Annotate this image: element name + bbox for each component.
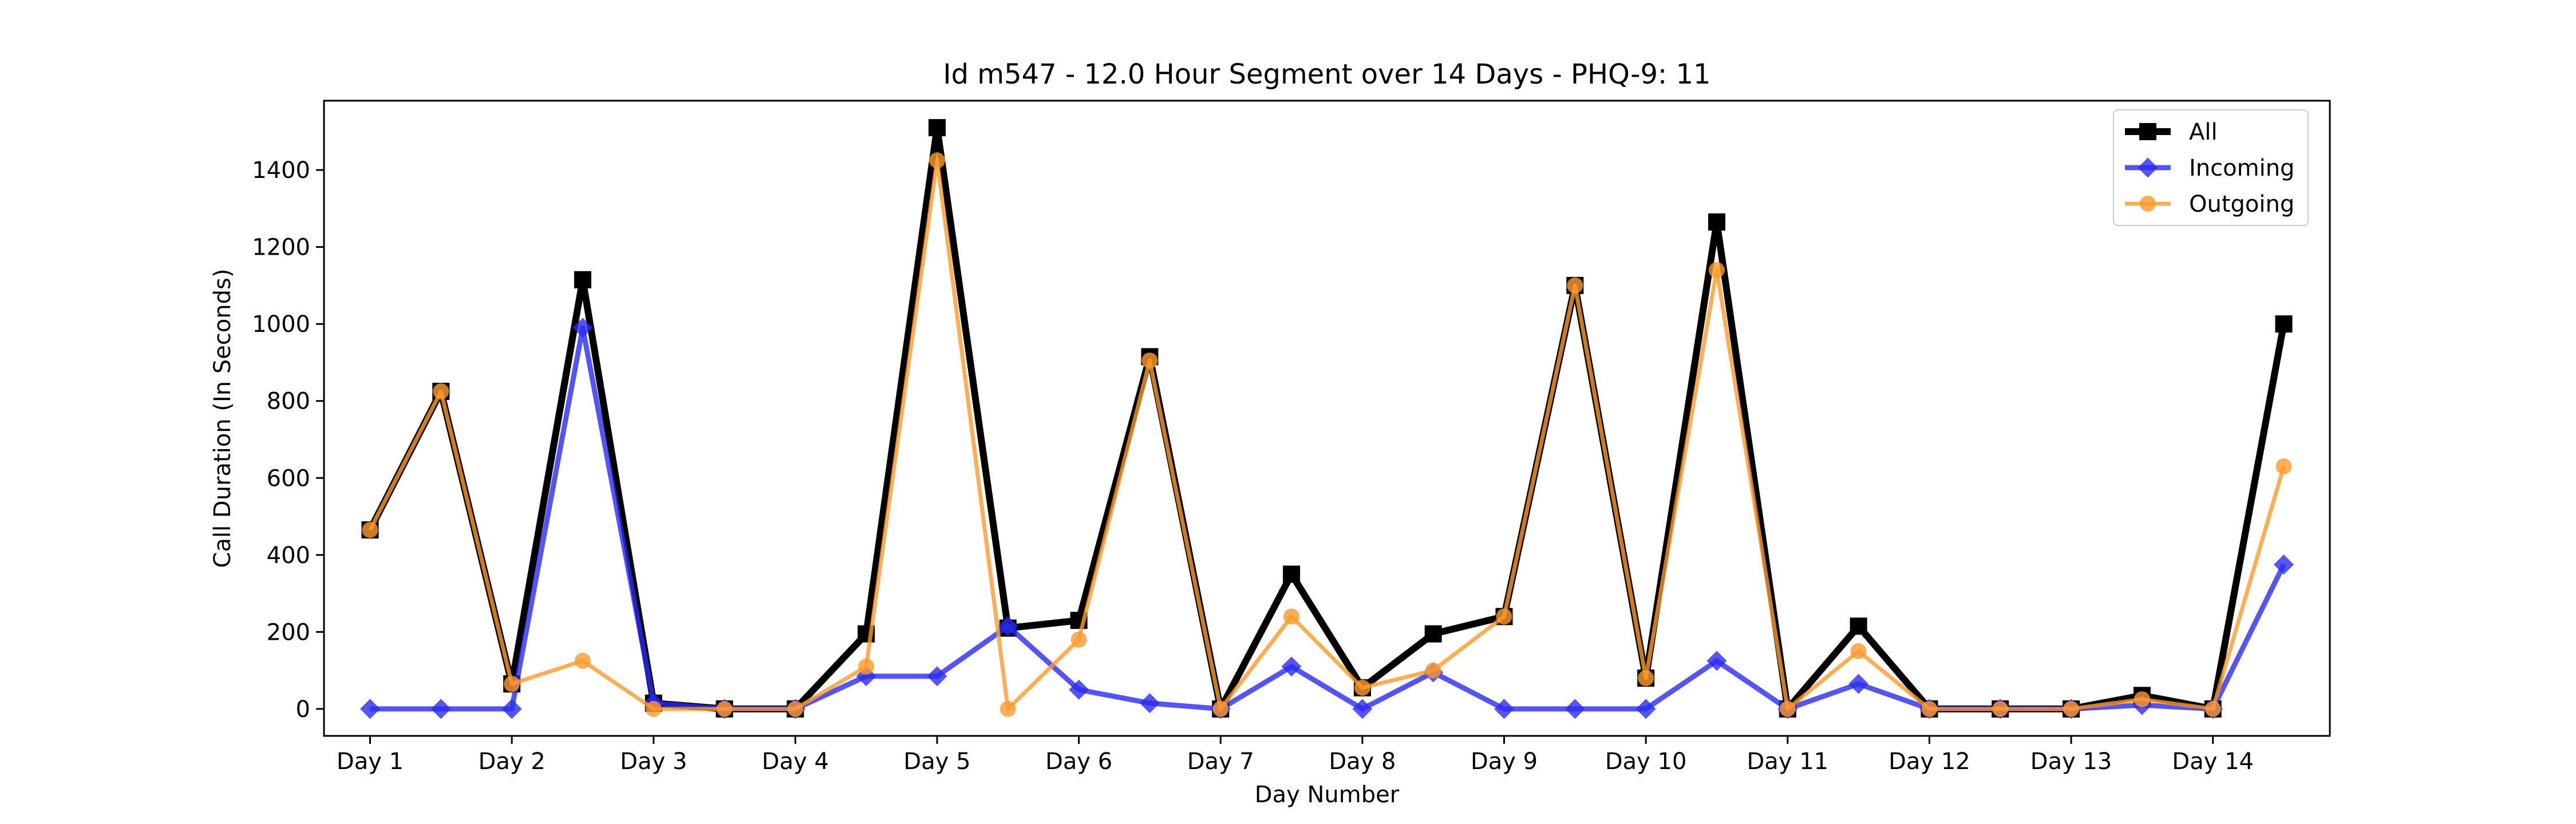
data-point-outgoing bbox=[1992, 700, 2009, 717]
data-point-outgoing bbox=[1212, 700, 1229, 717]
data-point-all bbox=[2275, 315, 2293, 333]
y-tick-label: 600 bbox=[267, 465, 310, 492]
legend-label: Incoming bbox=[2189, 155, 2294, 181]
series-outgoing bbox=[362, 152, 2292, 717]
data-point-outgoing bbox=[787, 700, 804, 717]
x-axis: Day 1 Day 2 Day 3 Day 4 Day 5 Day 6 Day 7 Day 8… bbox=[337, 736, 2254, 775]
legend-entries: All Incoming Outgoing bbox=[2125, 119, 2294, 217]
data-point-outgoing bbox=[1850, 643, 1867, 659]
data-point-outgoing bbox=[1354, 679, 1370, 696]
x-tick-label: Day 3 bbox=[620, 748, 687, 775]
y-axis: 0 200 400 600 800 1000 1200 1400 bbox=[252, 157, 324, 723]
series-layer bbox=[359, 119, 2294, 719]
series-line-all bbox=[367, 124, 2287, 712]
data-point-outgoing bbox=[433, 383, 449, 399]
x-tick-label: Day 14 bbox=[2172, 748, 2254, 775]
x-tick-label: Day 12 bbox=[1888, 748, 1970, 775]
data-point-all bbox=[1283, 565, 1301, 583]
legend-label: All bbox=[2189, 119, 2218, 145]
data-point-all bbox=[929, 119, 946, 137]
series-incoming bbox=[359, 318, 2294, 719]
data-point-outgoing bbox=[2134, 691, 2150, 708]
x-tick-label: Day 8 bbox=[1329, 748, 1396, 775]
legend-box bbox=[2113, 109, 2309, 226]
legend-marker bbox=[2140, 196, 2156, 212]
data-point-outgoing bbox=[858, 658, 875, 675]
data-point-incoming bbox=[501, 699, 522, 719]
plot-area-frame bbox=[323, 100, 2331, 737]
legend-entry-all: All bbox=[2125, 119, 2218, 145]
data-point-incoming bbox=[1069, 679, 1089, 700]
data-point-outgoing bbox=[645, 700, 662, 717]
y-tick-label: 0 bbox=[296, 696, 310, 723]
y-tick-label: 200 bbox=[267, 619, 310, 645]
data-point-outgoing bbox=[1141, 352, 1158, 369]
x-tick-label: Day 10 bbox=[1605, 748, 1687, 775]
data-point-incoming bbox=[1281, 656, 1302, 677]
data-point-incoming bbox=[1352, 699, 1373, 719]
y-tick-label: 1400 bbox=[252, 157, 310, 184]
data-point-outgoing bbox=[362, 522, 378, 538]
data-point-outgoing bbox=[929, 152, 946, 169]
data-point-outgoing bbox=[1283, 608, 1300, 625]
data-point-outgoing bbox=[504, 676, 520, 692]
data-point-incoming bbox=[1494, 699, 1515, 719]
data-point-outgoing bbox=[2063, 700, 2080, 717]
data-point-outgoing bbox=[574, 652, 591, 669]
legend-marker bbox=[2139, 123, 2156, 140]
data-point-incoming bbox=[1706, 651, 1727, 671]
data-point-incoming bbox=[1848, 674, 1869, 694]
series-all bbox=[361, 119, 2293, 718]
y-tick-label: 1200 bbox=[252, 235, 310, 261]
data-point-incoming bbox=[359, 699, 380, 719]
x-tick-label: Day 2 bbox=[479, 748, 546, 775]
y-tick-label: 1000 bbox=[252, 311, 310, 338]
data-point-incoming bbox=[430, 699, 451, 719]
data-point-outgoing bbox=[1425, 662, 1441, 679]
data-point-outgoing bbox=[1070, 631, 1087, 648]
chart-title: Id m547 - 12.0 Hour Segment over 14 Days… bbox=[943, 58, 1710, 90]
x-tick-label: Day 11 bbox=[1747, 748, 1829, 775]
legend-entry-outgoing: Outgoing bbox=[2125, 191, 2294, 217]
x-tick-label: Day 5 bbox=[903, 748, 970, 775]
data-point-outgoing bbox=[1708, 262, 1725, 278]
series-line-outgoing bbox=[368, 158, 2286, 711]
data-point-incoming bbox=[927, 666, 947, 687]
data-point-all bbox=[1424, 625, 1442, 643]
data-point-incoming bbox=[2274, 554, 2294, 575]
y-axis-label: Call Duration (In Seconds) bbox=[210, 269, 236, 568]
x-tick-label: Day 1 bbox=[337, 748, 404, 775]
x-tick-label: Day 9 bbox=[1471, 748, 1538, 775]
data-point-outgoing bbox=[2275, 458, 2292, 475]
data-point-outgoing bbox=[999, 700, 1016, 717]
data-point-outgoing bbox=[1638, 670, 1654, 687]
x-tick-label: Day 4 bbox=[762, 748, 829, 775]
data-point-all bbox=[1850, 617, 1867, 635]
data-point-all bbox=[1708, 213, 1725, 231]
y-tick-label: 800 bbox=[267, 389, 310, 415]
data-point-outgoing bbox=[716, 700, 733, 717]
x-axis-label: Day Number bbox=[1255, 782, 1400, 808]
x-tick-label: Day 13 bbox=[2030, 748, 2112, 775]
data-point-outgoing bbox=[1921, 700, 1938, 717]
data-point-outgoing bbox=[1496, 608, 1512, 625]
data-point-incoming bbox=[1139, 693, 1160, 714]
data-point-outgoing bbox=[2204, 700, 2221, 717]
data-point-all bbox=[574, 271, 591, 288]
legend-marker bbox=[2138, 157, 2158, 178]
legend-label: Outgoing bbox=[2189, 191, 2294, 217]
x-tick-label: Day 7 bbox=[1187, 748, 1254, 775]
data-point-incoming bbox=[1635, 699, 1656, 719]
data-point-incoming bbox=[998, 616, 1018, 636]
data-point-incoming bbox=[572, 318, 593, 338]
data-point-incoming bbox=[1564, 699, 1585, 719]
legend-entry-incoming: Incoming bbox=[2125, 155, 2294, 181]
y-tick-label: 400 bbox=[267, 542, 310, 569]
legend: All Incoming Outgoing bbox=[2113, 109, 2309, 226]
x-tick-label: Day 6 bbox=[1045, 748, 1112, 775]
data-point-outgoing bbox=[1779, 700, 1796, 717]
data-point-outgoing bbox=[1567, 277, 1583, 294]
